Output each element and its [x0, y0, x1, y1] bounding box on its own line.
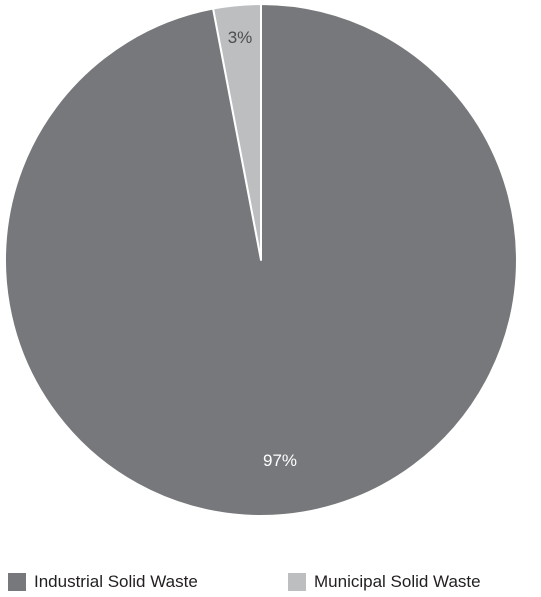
pie-slice-industrial: [3, 3, 518, 517]
legend-label-industrial: Industrial Solid Waste: [34, 572, 198, 591]
pie-slices: [3, 3, 518, 517]
pie-label-industrial: 97%: [263, 451, 297, 470]
chart-legend: Industrial Solid Waste Municipal Solid W…: [0, 570, 541, 594]
legend-item-municipal: Municipal Solid Waste: [288, 570, 481, 594]
pie-chart: 3% 97%: [3, 3, 518, 517]
legend-swatch-municipal: [288, 573, 306, 591]
pie-label-municipal: 3%: [228, 28, 253, 47]
legend-label-municipal: Municipal Solid Waste: [314, 572, 481, 591]
pie-data-labels: 3% 97%: [228, 28, 297, 470]
legend-swatch-industrial: [8, 573, 26, 591]
legend-item-industrial: Industrial Solid Waste: [8, 570, 198, 594]
